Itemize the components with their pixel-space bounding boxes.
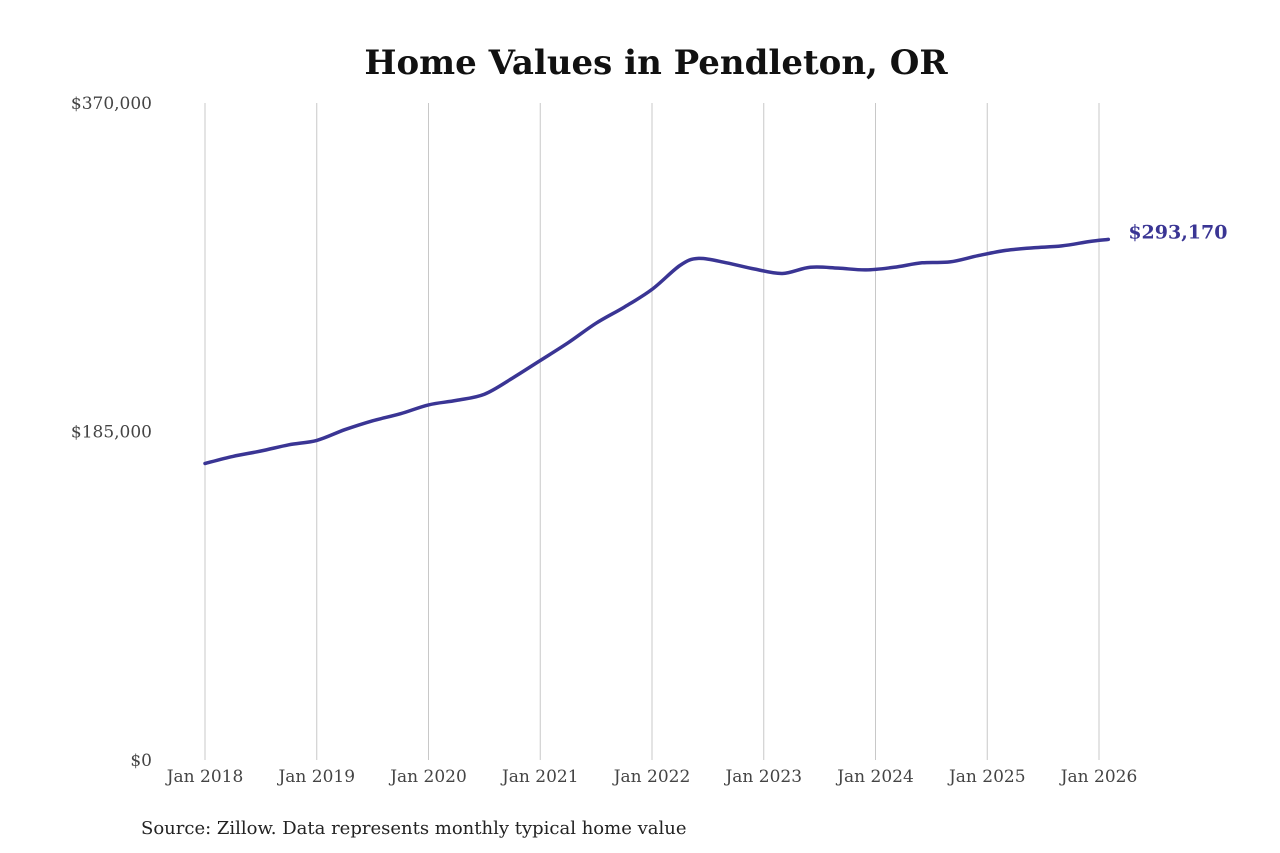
source-note: Source: Zillow. Data represents monthly … xyxy=(141,818,687,839)
x-tick-label: Jan 2020 xyxy=(388,767,467,787)
x-tick-label: Jan 2019 xyxy=(276,767,355,787)
chart-title: Home Values in Pendleton, OR xyxy=(364,43,948,83)
x-tick-label: Jan 2023 xyxy=(723,767,802,787)
end-value-label: $293,170 xyxy=(1128,221,1227,243)
grid-lines xyxy=(204,103,1100,760)
x-tick-label: Jan 2025 xyxy=(947,767,1026,787)
y-axis-tick-labels: $0 $185,000 $370,000 xyxy=(71,94,152,771)
y-tick-label: $370,000 xyxy=(71,94,152,114)
y-tick-label: $185,000 xyxy=(71,423,152,443)
x-tick-label: Jan 2026 xyxy=(1059,767,1138,787)
y-tick-label: $0 xyxy=(130,751,152,771)
series-line-0 xyxy=(203,237,1111,466)
x-tick-label: Jan 2018 xyxy=(165,767,244,787)
x-tick-label: Jan 2021 xyxy=(500,767,579,787)
series-layer: $293,170 xyxy=(203,221,1227,466)
x-tick-label: Jan 2022 xyxy=(612,767,691,787)
x-axis-tick-labels: Jan 2018 Jan 2019 Jan 2020 Jan 2021 Jan 2022… xyxy=(165,767,1138,787)
x-tick-label: Jan 2024 xyxy=(835,767,914,787)
